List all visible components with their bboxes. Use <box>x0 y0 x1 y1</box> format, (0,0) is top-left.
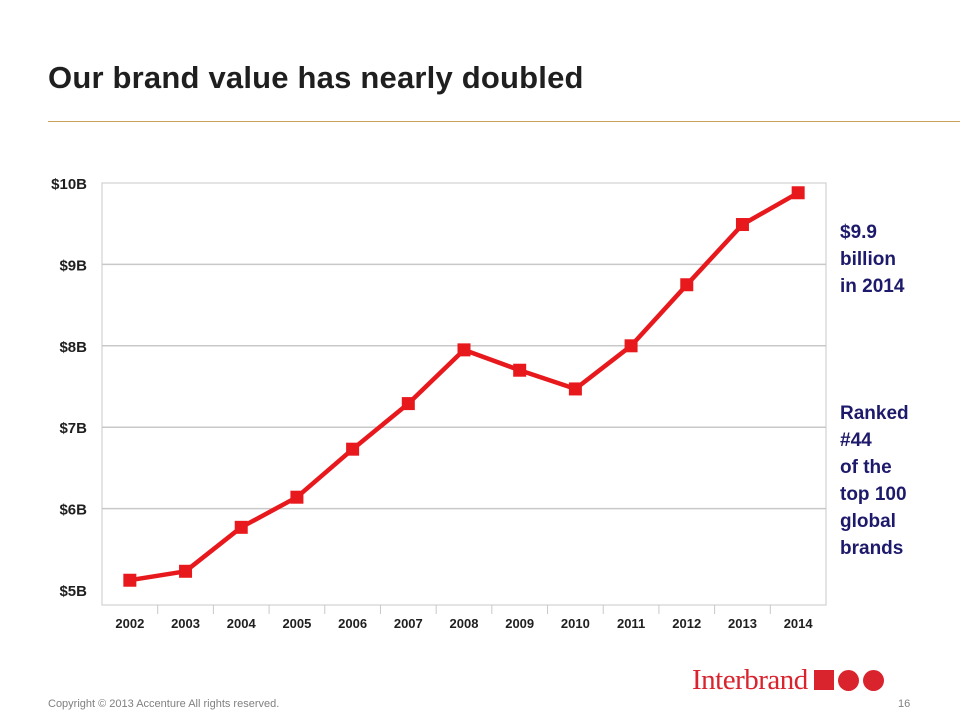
interbrand-logo: Interbrand <box>692 660 884 700</box>
data-point-marker <box>346 442 360 456</box>
y-tick-label: $5B <box>59 583 87 600</box>
page-number: 16 <box>898 698 911 710</box>
x-tick-label: 2014 <box>784 616 814 631</box>
data-point-marker <box>791 186 805 200</box>
y-tick-label: $9B <box>59 257 87 274</box>
x-tick-label: 2005 <box>282 616 311 631</box>
data-point-marker <box>123 573 137 587</box>
logo-circle-icon <box>837 669 859 691</box>
rank-callout: Ranked #44 of the top 100 global brands <box>840 403 909 559</box>
x-tick-label: 2003 <box>171 616 200 631</box>
x-tick-label: 2006 <box>338 616 367 631</box>
y-tick-label: $10B <box>51 176 87 193</box>
x-tick-label: 2007 <box>394 616 423 631</box>
y-tick-label: $7B <box>59 420 87 437</box>
data-point-marker <box>568 382 582 396</box>
value-callout: $9.9 billion in 2014 <box>840 222 905 297</box>
y-tick-label: $6B <box>59 502 87 519</box>
data-point-marker <box>234 520 248 534</box>
x-tick-label: 2009 <box>505 616 534 631</box>
logo-wordmark: Interbrand <box>692 663 808 696</box>
slide-title: Our brand value has nearly doubled <box>48 60 584 95</box>
x-tick-label: 2008 <box>450 616 479 631</box>
x-tick-label: 2012 <box>672 616 701 631</box>
data-point-marker <box>624 339 638 353</box>
footer-copyright: Copyright © 2013 Accenture All rights re… <box>48 698 280 710</box>
data-point-marker <box>290 490 304 504</box>
plot-area <box>101 182 827 606</box>
data-point-marker <box>401 397 415 411</box>
x-tick-label: 2004 <box>227 616 257 631</box>
x-tick-label: 2010 <box>561 616 590 631</box>
x-tick-label: 2002 <box>115 616 144 631</box>
y-tick-label: $8B <box>59 339 87 356</box>
x-tick-label: 2013 <box>728 616 757 631</box>
data-point-marker <box>735 218 749 232</box>
data-point-marker <box>680 278 694 292</box>
x-tick-label: 2011 <box>617 616 645 631</box>
data-point-marker <box>513 363 527 377</box>
logo-square-icon <box>813 670 834 690</box>
title-divider <box>48 121 960 122</box>
data-point-marker <box>179 564 193 578</box>
data-point-marker <box>457 343 471 357</box>
logo-circle-icon <box>862 669 884 691</box>
